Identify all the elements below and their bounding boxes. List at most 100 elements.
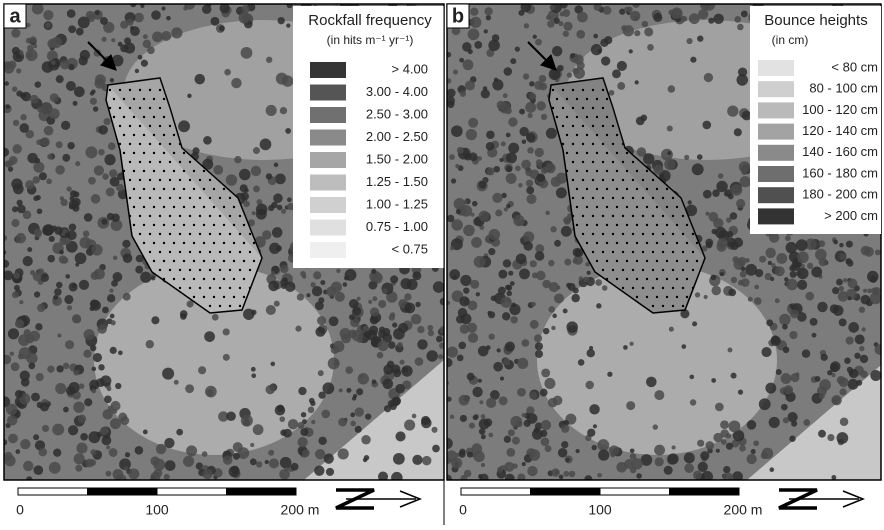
tree <box>143 430 148 435</box>
simulation-point <box>612 269 614 271</box>
tree <box>728 289 736 297</box>
tree <box>843 278 848 283</box>
simulation-point <box>179 215 181 217</box>
simulation-point <box>249 233 251 235</box>
tree <box>56 282 62 288</box>
tree <box>111 38 115 42</box>
simulation-point <box>642 233 644 235</box>
tree <box>314 465 324 475</box>
simulation-point <box>159 251 161 253</box>
legend-title: Bounce heights <box>764 12 867 29</box>
simulation-point <box>143 206 145 208</box>
tree <box>352 330 363 341</box>
tree <box>110 177 120 187</box>
simulation-point <box>173 188 175 190</box>
tree <box>266 57 272 63</box>
tree <box>499 396 508 405</box>
simulation-point <box>249 269 251 271</box>
simulation-point <box>219 215 221 217</box>
tree <box>20 114 26 120</box>
tree <box>49 108 60 119</box>
simulation-point <box>562 143 564 145</box>
tree <box>104 154 115 165</box>
simulation-point <box>612 251 614 253</box>
tree <box>705 441 714 450</box>
simulation-point <box>153 224 155 226</box>
tree <box>229 466 240 477</box>
tree <box>203 136 212 145</box>
simulation-point <box>189 287 191 289</box>
simulation-point <box>666 206 668 208</box>
tree <box>422 456 431 465</box>
tree <box>536 101 546 111</box>
tree <box>781 404 788 411</box>
tree <box>67 9 76 18</box>
tree <box>472 201 478 207</box>
simulation-point <box>592 179 594 181</box>
tree <box>861 295 871 305</box>
simulation-point <box>662 233 664 235</box>
simulation-point <box>636 188 638 190</box>
tree <box>807 263 813 269</box>
tree <box>789 331 797 339</box>
simulation-point <box>572 197 574 199</box>
simulation-point <box>656 206 658 208</box>
tree <box>109 288 113 292</box>
simulation-point <box>179 233 181 235</box>
tree <box>55 165 65 175</box>
tree <box>513 215 524 226</box>
simulation-point <box>576 98 578 100</box>
tree <box>859 307 865 313</box>
simulation-point <box>129 89 131 91</box>
simulation-point <box>179 197 181 199</box>
tree <box>178 120 190 132</box>
tree <box>507 298 511 302</box>
simulation-point <box>163 224 165 226</box>
tree <box>716 449 720 453</box>
tree <box>110 78 114 82</box>
tree <box>563 22 572 31</box>
simulation-point <box>672 269 674 271</box>
tree <box>741 267 746 272</box>
tree <box>113 256 117 260</box>
tree <box>509 304 520 315</box>
tree <box>176 429 183 436</box>
tree <box>571 294 579 302</box>
simulation-point <box>199 215 201 217</box>
tree <box>522 462 526 466</box>
tree <box>583 277 589 283</box>
simulation-point <box>596 98 598 100</box>
simulation-point <box>626 278 628 280</box>
tree <box>591 44 602 55</box>
tree <box>589 346 593 350</box>
tree <box>812 333 817 338</box>
tree <box>545 445 552 452</box>
simulation-point <box>606 188 608 190</box>
simulation-point <box>133 224 135 226</box>
tree <box>38 448 47 457</box>
tree <box>94 165 104 175</box>
tree <box>667 151 671 155</box>
simulation-point <box>169 251 171 253</box>
legend-swatch <box>310 220 346 236</box>
simulation-point <box>233 278 235 280</box>
tree <box>90 299 99 308</box>
simulation-point <box>129 215 131 217</box>
simulation-point <box>686 224 688 226</box>
tree <box>135 69 139 73</box>
tree <box>836 279 843 286</box>
tree <box>577 12 588 23</box>
tree <box>19 123 29 133</box>
simulation-point <box>576 188 578 190</box>
tree <box>101 435 111 445</box>
simulation-point <box>636 206 638 208</box>
tree <box>626 401 635 410</box>
simulation-point <box>223 206 225 208</box>
tree <box>609 445 619 455</box>
tree <box>548 398 557 407</box>
tree <box>306 293 310 297</box>
legend-swatch <box>310 152 346 168</box>
simulation-point <box>656 296 658 298</box>
tree <box>268 450 274 456</box>
simulation-point <box>149 179 151 181</box>
